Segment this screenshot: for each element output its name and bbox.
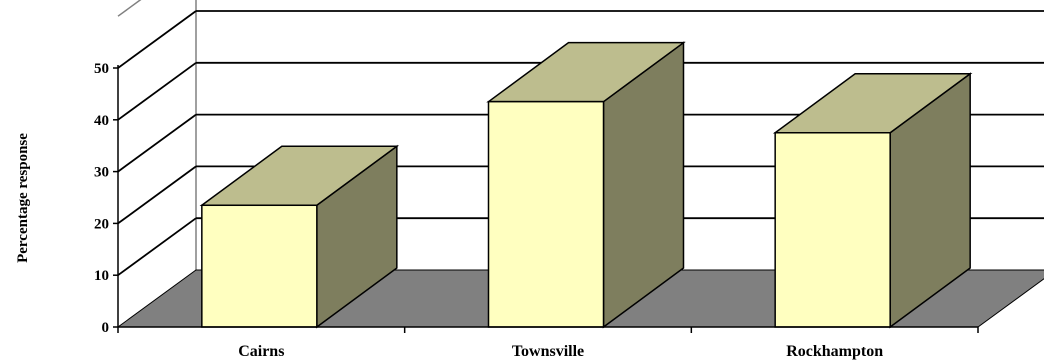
y-axis: 0 10 20 30 40 50	[94, 61, 119, 336]
y-tick-label: 30	[94, 165, 109, 181]
y-tick-label: 50	[94, 61, 109, 77]
x-category-label: Townsville	[512, 343, 584, 360]
gridline-side	[117, 10, 197, 69]
side-wall-top-edge	[117, 0, 142, 17]
gridline-side	[117, 217, 197, 276]
x-axis: Cairns Townsville Rockhampton	[117, 326, 979, 360]
y-tick-label: 40	[94, 113, 109, 129]
bar-rockhampton	[772, 72, 973, 329]
bars-group	[199, 41, 973, 329]
y-tick-label: 0	[102, 320, 110, 336]
x-category-label: Cairns	[238, 343, 284, 360]
bar-front-face	[487, 100, 605, 328]
bar-front-face	[774, 132, 891, 328]
bar-front-face	[201, 204, 318, 328]
bar-cairns	[199, 144, 400, 329]
x-category-label: Rockhampton	[786, 343, 883, 360]
bar-townsville	[486, 41, 686, 329]
gridline-side	[117, 113, 197, 173]
y-axis-title: Percentage response	[15, 133, 31, 263]
y-tick-label: 20	[94, 216, 109, 232]
y-tick-label: 10	[94, 268, 109, 284]
gridline-side	[117, 165, 197, 225]
gridline-side	[117, 62, 197, 121]
